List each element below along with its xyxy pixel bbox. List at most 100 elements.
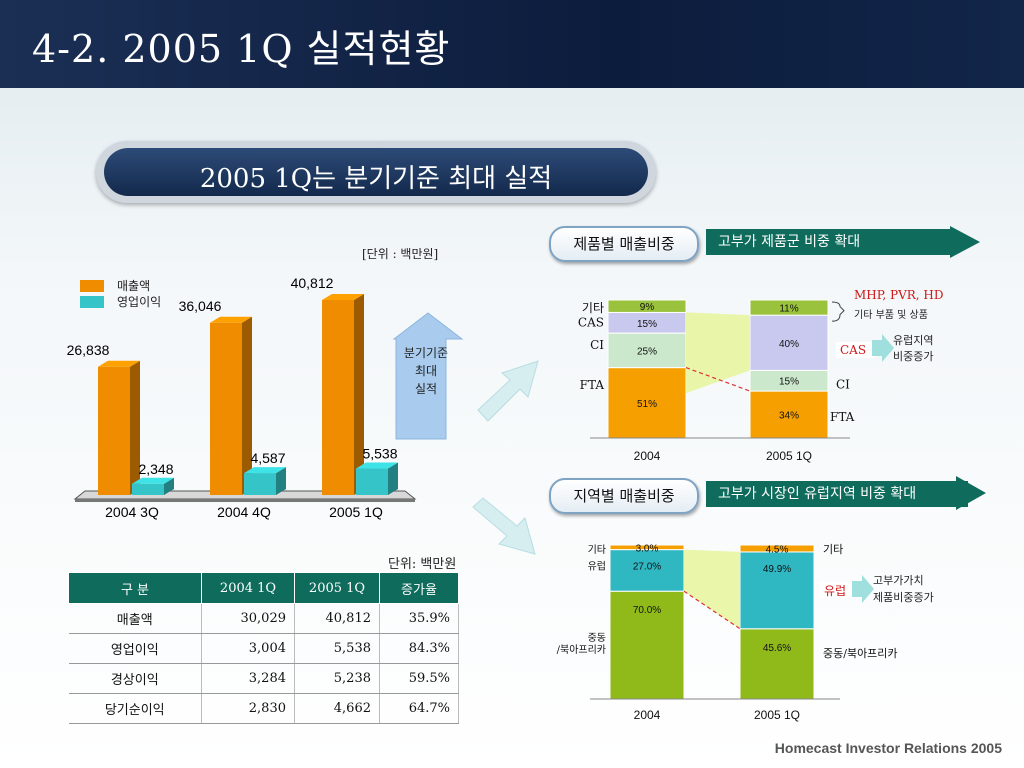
- stack-segment: [749, 314, 829, 371]
- europe-connector-band: [684, 549, 740, 629]
- series-left-label: /북아프리카: [557, 644, 606, 656]
- bar-top: [244, 467, 286, 474]
- brace: [831, 301, 845, 322]
- segment-label: 40%: [779, 339, 799, 350]
- table-cell: 3,004: [201, 633, 295, 664]
- bar-value-label: 5,538: [362, 446, 397, 462]
- legend-label: 영업이익: [117, 295, 161, 309]
- headline-pill-inner: 2005 1Q는 분기기준 최대 실적: [104, 148, 648, 196]
- table-cell: 35.9%: [379, 603, 459, 634]
- europe-callout-label: 유럽: [824, 584, 846, 598]
- stack-segment: [609, 544, 685, 551]
- series-left-label: 기타: [588, 544, 606, 556]
- table-header-cell: 2004 1Q: [201, 572, 295, 604]
- legend-label: 매출액: [117, 279, 150, 293]
- up-arrow-line-1: 분기기준: [403, 346, 449, 360]
- table-header-cell: 증가율: [379, 572, 459, 604]
- cas-connector-band: [686, 312, 750, 394]
- stack-segment: [607, 367, 687, 439]
- table-cell: 64.7%: [379, 693, 459, 724]
- series-left-label: CI: [590, 338, 604, 352]
- table-cell: 영업이익: [68, 633, 202, 664]
- segment-label: 4.5%: [766, 544, 789, 555]
- table-cell: 경상이익: [68, 663, 202, 694]
- stack-segment: [607, 332, 687, 369]
- table-header-cell: 2005 1Q: [294, 572, 380, 604]
- series-right-label: FTA: [830, 410, 855, 424]
- product-banner-arrow-icon: [950, 226, 980, 258]
- segment-label: 15%: [637, 319, 657, 330]
- cas-callout-label: CAS: [840, 343, 866, 357]
- bar-value-label: 2,348: [138, 461, 173, 477]
- annotation: 제품비중증가: [873, 591, 934, 604]
- region-section-tag: 지역별 매출비중: [549, 478, 699, 514]
- series-left-label: FTA: [580, 378, 605, 392]
- category-label: 2005 1Q: [329, 504, 383, 520]
- up-arrow-line-2: 최대: [414, 364, 438, 378]
- unit-label-top: [단위 : 백만원]: [362, 247, 439, 261]
- bar-side: [354, 294, 364, 495]
- category-label: 2004 4Q: [217, 504, 271, 520]
- category-label: 2005 1Q: [766, 449, 812, 463]
- up-arrow-icon: [392, 312, 464, 440]
- footer: Homecast Investor Relations 2005: [774, 740, 1002, 756]
- up-arrow-line-3: 실적: [414, 382, 438, 396]
- segment-label: 11%: [779, 304, 798, 315]
- bar-top: [98, 360, 140, 367]
- slide-title: 4-2. 2005 1Q 실적현황: [32, 27, 451, 71]
- europe-callout-bg: [820, 582, 854, 598]
- bar-top: [132, 477, 174, 484]
- segment-label: 25%: [637, 346, 657, 357]
- cas-callout-bg: [836, 342, 876, 358]
- series-left-label: 기타: [582, 301, 604, 315]
- segment-label: 9%: [640, 302, 655, 313]
- series-right-label: CI: [836, 377, 850, 391]
- bar-value-label: 40,812: [291, 275, 334, 291]
- table-cell: 59.5%: [379, 663, 459, 694]
- bar-top: [322, 294, 364, 300]
- stack-segment: [749, 299, 829, 316]
- table-cell: 2,830: [201, 693, 295, 724]
- bar-value-label: 36,046: [179, 298, 222, 314]
- series-left-label: CAS: [578, 315, 604, 329]
- connector-arrow-up-icon: [477, 360, 539, 422]
- region-mix-chart: 70.0% 27.0% 3.0% 2004 45.6% 49.9% 4.5% 2005 1Q 기…: [557, 543, 934, 722]
- bar-side: [276, 467, 286, 495]
- bar-side: [388, 462, 398, 495]
- chart-floor-edge: [75, 499, 415, 502]
- stack-segment: [607, 299, 687, 313]
- bar-value-label: 26,838: [67, 342, 110, 358]
- segment-label: 15%: [779, 377, 799, 388]
- category-label: 2004: [634, 708, 661, 722]
- product-mix-chart: 51% 25% 15% 9% 2004 34% 15% 40% 11% 2005 1Q FTA CI C…: [578, 288, 944, 463]
- series-right-label: 중동/북아프리카: [823, 647, 898, 660]
- table-row: 경상이익 3,284 5,238 59.5%: [68, 663, 459, 694]
- stack-segment: [739, 551, 815, 630]
- callout-arrow-icon: [852, 575, 874, 603]
- legend-swatch: [80, 280, 104, 292]
- category-label: 2004 3Q: [105, 504, 159, 520]
- region-banner-arrow-icon: [956, 476, 986, 510]
- table-cell: 매출액: [68, 603, 202, 634]
- bar-side: [130, 360, 140, 495]
- stack-segment: [739, 628, 815, 700]
- up-arrow-text: 분기기준 최대 실적: [396, 344, 456, 398]
- segment-label: 51%: [637, 399, 657, 410]
- segment-label: 3.0%: [636, 543, 659, 554]
- segment-label: 70.0%: [633, 605, 661, 616]
- table-cell: 5,538: [294, 633, 380, 664]
- connector-arrow-down-icon: [472, 497, 536, 555]
- fta-trend-line: [685, 367, 751, 392]
- table-row: 매출액 30,029 40,812 35.9%: [68, 603, 459, 634]
- table-row: 당기순이익 2,830 4,662 64.7%: [68, 693, 459, 724]
- series-right-label: 기타: [823, 543, 843, 556]
- bar-value-label: 4,587: [250, 450, 285, 466]
- product-section-tag: 제품별 매출비중: [549, 226, 699, 262]
- segment-label: 49.9%: [763, 564, 791, 575]
- table-cell: 3,284: [201, 663, 295, 694]
- unit-label-table: 단위: 백만원: [388, 557, 457, 572]
- segment-label: 45.6%: [763, 643, 791, 654]
- bar: [210, 322, 242, 495]
- category-label: 2004: [634, 449, 661, 463]
